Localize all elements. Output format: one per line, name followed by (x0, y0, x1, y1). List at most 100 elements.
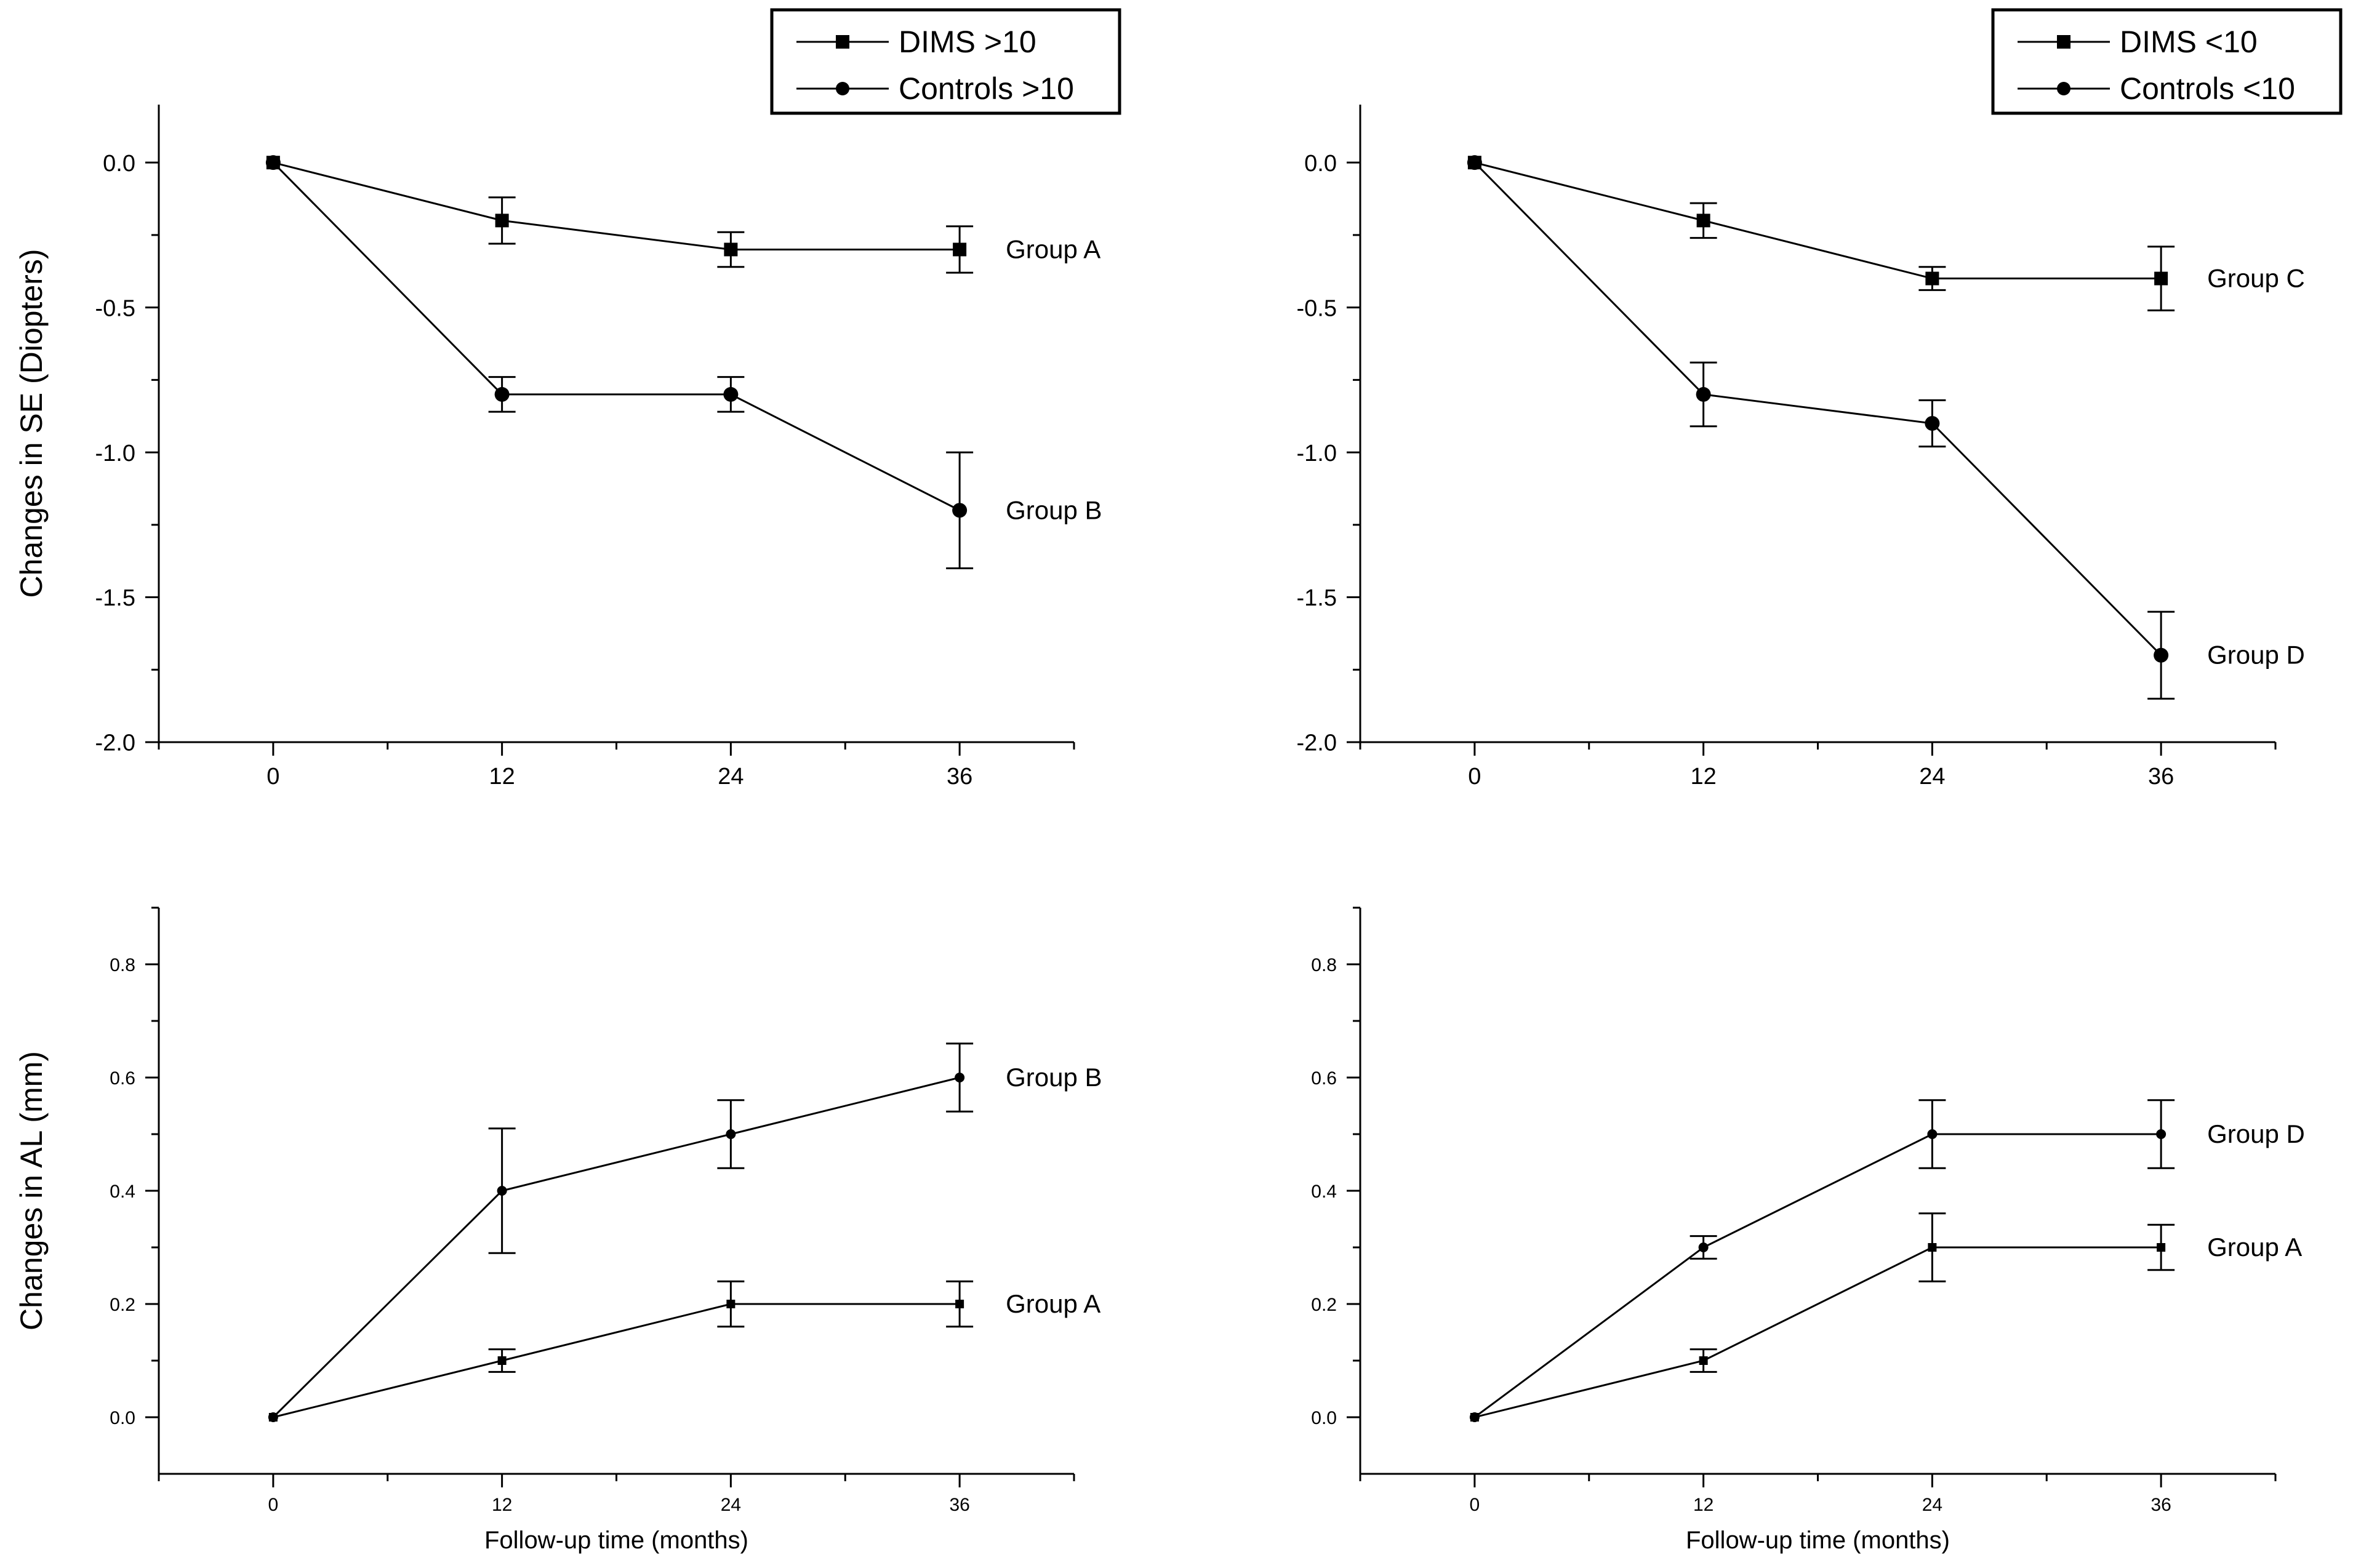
x-tick-label: 12 (1690, 764, 1716, 790)
data-point-square (953, 242, 967, 257)
y-tick-label: -2.0 (1297, 730, 1337, 756)
x-tick-label: 36 (2151, 1495, 2171, 1515)
legend: DIMS >10 Controls >10 (770, 8, 1121, 115)
data-point-square (495, 214, 509, 228)
data-point-square (2157, 1243, 2166, 1252)
legend-marker-circle (836, 82, 849, 95)
data-point-square (1470, 1413, 1479, 1422)
x-axis-title: Follow-up time (months) (484, 1527, 748, 1554)
x-tick-label: 0 (267, 764, 279, 790)
data-point-circle (723, 386, 739, 402)
y-tick-label: 0.2 (110, 1295, 135, 1315)
data-point-square (1699, 1356, 1708, 1365)
group-label: Group C (2207, 264, 2305, 293)
group-label: Group D (2207, 641, 2305, 670)
y-tick-label: 0.6 (110, 1068, 135, 1089)
legend-marker-square (2057, 35, 2070, 49)
y-tick-label: -1.5 (95, 585, 135, 611)
y-tick-label: 0.6 (1311, 1068, 1337, 1089)
y-tick-label: 0.2 (1311, 1295, 1337, 1315)
data-point-circle (1696, 386, 1711, 402)
y-tick-label: -2.0 (95, 730, 135, 756)
legend: DIMS <10 Controls <10 (1991, 8, 2343, 115)
x-tick-label: 0 (268, 1495, 279, 1515)
x-tick-label: 36 (949, 1495, 969, 1515)
group-label: Group D (2207, 1119, 2305, 1148)
data-point-square (955, 1300, 964, 1308)
series-line (273, 161, 960, 250)
x-tick-label: 24 (1919, 764, 1945, 790)
x-tick-label: 24 (721, 1495, 741, 1515)
data-point-circle (497, 1186, 507, 1196)
y-axis-title: Changes in AL (mm) (14, 1051, 49, 1330)
group-label: Group B (1006, 495, 1102, 524)
series-Controls >10: Group B (268, 1042, 1102, 1422)
data-point-square (268, 1413, 278, 1422)
data-point-square (1928, 1243, 1937, 1252)
data-point-square (1925, 271, 1939, 286)
series-Controls <10: Group D (1467, 155, 2305, 700)
group-label: Group B (1006, 1063, 1102, 1092)
y-axis-title: Changes in SE (Diopters) (14, 249, 49, 598)
chart-se_gt10: 0.0 -0.5 -1.0 -1.5 -2.0 0 12 24 36 Changes in SE … (14, 8, 1121, 790)
data-point-square (724, 242, 738, 257)
series-line (1474, 161, 2162, 280)
y-tick-label: -0.5 (95, 295, 135, 321)
y-tick-label: 0.0 (103, 151, 135, 177)
legend-marker-square (836, 35, 849, 49)
group-label: Group A (2207, 1233, 2302, 1262)
legend-label: Controls >10 (899, 71, 1074, 106)
legend-marker-circle (2057, 82, 2070, 95)
data-point-circle (1467, 155, 1482, 170)
legend-box (1991, 8, 2343, 115)
y-tick-label: 0.0 (1311, 1408, 1337, 1428)
legend-label: DIMS <10 (2120, 25, 2258, 59)
y-tick-label: -1.0 (95, 441, 135, 466)
series-line (1473, 162, 2162, 656)
data-point-circle (2154, 647, 2169, 663)
data-point-circle (494, 386, 510, 402)
series-line (272, 1076, 960, 1418)
x-tick-label: 0 (1470, 1495, 1480, 1515)
chart-se_lt10: 0.0 -0.5 -1.0 -1.5 -2.0 0 12 24 36 Group C Group D… (1297, 8, 2343, 790)
chart-al_gt10: 0.0 0.2 0.4 0.6 0.8 0 12 24 36 Changes in AL (mm)… (14, 906, 1102, 1554)
x-tick-label: 24 (718, 764, 744, 790)
x-axis-title: Follow-up time (months) (1686, 1527, 1950, 1554)
legend-box (770, 8, 1121, 115)
y-tick-label: 0.0 (1304, 151, 1337, 177)
series-line (1473, 1133, 2162, 1418)
data-point-circle (952, 503, 968, 518)
x-tick-label: 36 (947, 764, 972, 790)
y-tick-label: 0.8 (110, 955, 135, 975)
series-Controls <10: Group D (1469, 1099, 2305, 1422)
series-line (273, 1303, 960, 1418)
y-tick-label: -1.0 (1297, 441, 1337, 466)
group-label: Group A (1006, 234, 1100, 263)
y-tick-label: 0.0 (110, 1408, 135, 1428)
series-DIMS <10: Group C (1467, 156, 2305, 311)
x-tick-label: 36 (2148, 764, 2174, 790)
data-point-circle (955, 1073, 965, 1082)
series-DIMS <10: Group A (1470, 1212, 2302, 1422)
y-tick-label: 0.8 (1311, 955, 1337, 975)
data-point-square (726, 1300, 736, 1308)
y-tick-label: -1.5 (1297, 585, 1337, 611)
data-point-circle (726, 1129, 736, 1139)
data-point-circle (1925, 416, 1940, 431)
series-DIMS >10: Group A (268, 1280, 1100, 1422)
series-line (1474, 1246, 2162, 1418)
chart-al_lt10: 0.0 0.2 0.4 0.6 0.8 0 12 24 36 Follow-up time (mo… (1311, 906, 2305, 1554)
y-tick-label: -0.5 (1297, 295, 1337, 321)
x-tick-label: 0 (1468, 764, 1481, 790)
series-line (272, 162, 960, 511)
legend-label: DIMS >10 (899, 25, 1036, 59)
x-tick-label: 12 (1693, 1495, 1714, 1515)
x-tick-label: 12 (489, 764, 515, 790)
series-Controls >10: Group B (265, 155, 1102, 569)
data-point-circle (2156, 1129, 2167, 1139)
data-point-square (1696, 214, 1710, 228)
data-point-circle (265, 155, 281, 170)
data-point-circle (1927, 1129, 1938, 1139)
data-point-circle (1698, 1242, 1709, 1252)
